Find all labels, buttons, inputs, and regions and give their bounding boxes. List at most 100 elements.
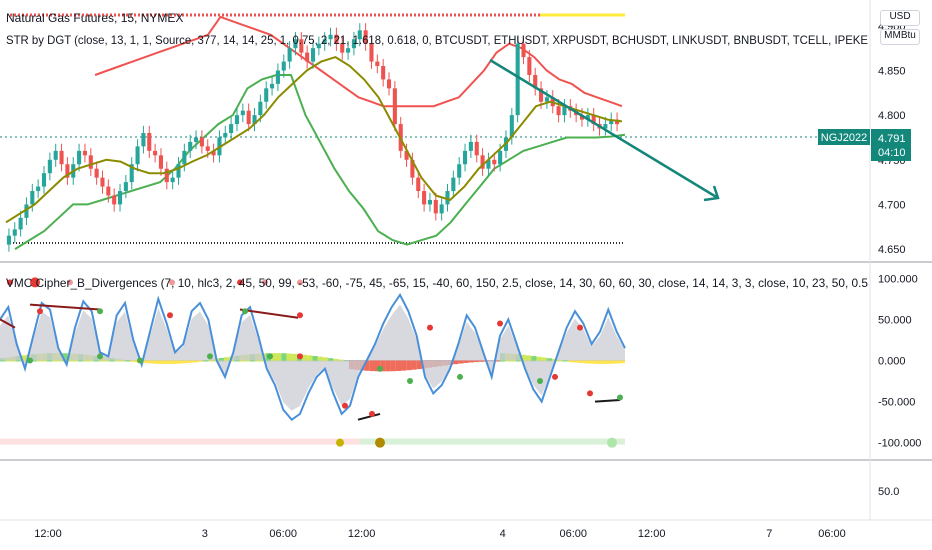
money-flow-bar xyxy=(364,360,370,371)
signal-dot xyxy=(27,357,33,364)
candle-body xyxy=(270,83,275,89)
bullish-divergence-line xyxy=(357,412,381,421)
time-tick-label: 06:00 xyxy=(269,528,297,540)
candle-body xyxy=(392,88,397,125)
price-tick-label: 4.650 xyxy=(878,244,906,256)
bearish-divergence-line xyxy=(29,303,101,311)
candle-body xyxy=(591,115,596,125)
candle-body xyxy=(381,66,386,80)
candle-body xyxy=(182,150,187,165)
candle-body xyxy=(334,34,339,44)
money-flow-bar xyxy=(406,360,412,371)
time-tick-label: 7 xyxy=(766,528,772,540)
candle-body xyxy=(112,195,117,205)
money-flow-bar xyxy=(463,360,469,363)
signal-dot xyxy=(369,410,375,417)
signal-dot xyxy=(577,324,583,331)
signal-dot xyxy=(336,438,344,447)
money-flow-bar xyxy=(328,358,334,362)
time-axis[interactable]: 12:00 3 06:00 12:00 4 06:00 12:00 7 06:00 xyxy=(34,528,846,540)
candle-body xyxy=(609,119,614,125)
time-tick-label: 06:00 xyxy=(818,528,846,540)
candle-body xyxy=(77,150,82,165)
candle-body xyxy=(310,48,316,62)
signal-dot xyxy=(67,279,73,286)
candle-body xyxy=(305,52,310,62)
candle-body xyxy=(47,159,52,174)
signal-dot xyxy=(537,378,543,385)
candle-body xyxy=(299,39,304,53)
signal-dot xyxy=(242,308,248,315)
money-flow-bar xyxy=(416,360,422,370)
currency-button[interactable]: USD xyxy=(880,10,920,26)
candle-body xyxy=(170,177,175,183)
candle-body xyxy=(316,43,321,49)
signal-dot xyxy=(427,324,433,331)
wave-line xyxy=(0,292,626,422)
candle-body xyxy=(164,168,169,183)
money-flow-bar xyxy=(479,360,485,362)
lower-axis[interactable]: 50.0 xyxy=(878,486,899,498)
candle-body xyxy=(240,110,245,116)
candle-body xyxy=(498,150,503,165)
signal-dot xyxy=(587,390,593,397)
candle-body xyxy=(474,141,479,156)
money-flow-bar xyxy=(312,356,318,362)
signal-dot xyxy=(30,277,40,288)
candle-body xyxy=(322,39,327,44)
candle-body xyxy=(439,204,444,214)
signal-dot xyxy=(37,308,43,315)
money-flow-bar xyxy=(598,360,605,364)
candle-body xyxy=(328,34,333,40)
candle-body xyxy=(246,110,251,125)
money-flow-bar xyxy=(270,353,277,362)
bottom-strip-red xyxy=(0,438,625,445)
candle-body xyxy=(53,150,58,160)
indicator-vmc-legend[interactable]: VMC Cipher_B_Divergences (7, 10, hlc3, 2… xyxy=(6,276,868,290)
candle-body xyxy=(129,164,134,183)
candle-body xyxy=(147,133,152,151)
signal-dot xyxy=(169,279,175,286)
indicator-str-legend[interactable]: STR by DGT (close, 13, 1, 1, Source, 377… xyxy=(6,33,868,47)
money-flow-bar xyxy=(119,359,125,362)
candle-body xyxy=(229,124,234,133)
money-flow-bar xyxy=(20,355,27,362)
money-flow-bar xyxy=(151,360,157,364)
candle-body xyxy=(88,155,93,169)
candle-body xyxy=(533,74,538,89)
candle-body xyxy=(351,39,356,49)
signal-dot xyxy=(7,279,13,286)
money-flow-bar xyxy=(583,360,589,364)
vmc-axis[interactable]: 100.000 50.000 0.000 -50.000 -100.000 xyxy=(878,273,921,449)
candle-body xyxy=(188,141,193,151)
money-flow-bar xyxy=(62,353,68,362)
candle-body xyxy=(433,199,438,214)
money-flow-bar xyxy=(145,360,152,364)
candle-body xyxy=(158,155,164,169)
money-flow-bar xyxy=(203,360,209,362)
resistance-band xyxy=(94,15,623,108)
candle-body xyxy=(579,115,585,120)
vmc-tick-label: 100.000 xyxy=(878,273,918,285)
signal-dot xyxy=(375,437,385,448)
money-flow-bar xyxy=(276,353,282,362)
money-flow-bar xyxy=(531,356,537,362)
money-flow-bar xyxy=(171,360,178,364)
unit-button[interactable]: MMBtu xyxy=(880,29,920,45)
vmc-tick-label: -100.000 xyxy=(878,438,921,450)
money-flow-bar xyxy=(161,360,167,364)
candle-body xyxy=(6,235,11,245)
symbol-price-tag-text: NGJ2022 xyxy=(821,132,867,144)
money-flow-bar xyxy=(333,358,339,362)
candle-body xyxy=(521,43,526,58)
wave-area xyxy=(0,304,625,411)
signal-dot xyxy=(167,312,173,319)
signal-dot xyxy=(97,353,103,360)
symbol-title: Natural Gas Futures, 15, NYMEX xyxy=(6,11,183,25)
candle-body xyxy=(234,115,240,125)
symbol-price-tag xyxy=(818,129,870,145)
candle-body xyxy=(41,173,47,187)
money-flow-bar xyxy=(593,360,599,364)
candle-body xyxy=(264,88,269,102)
